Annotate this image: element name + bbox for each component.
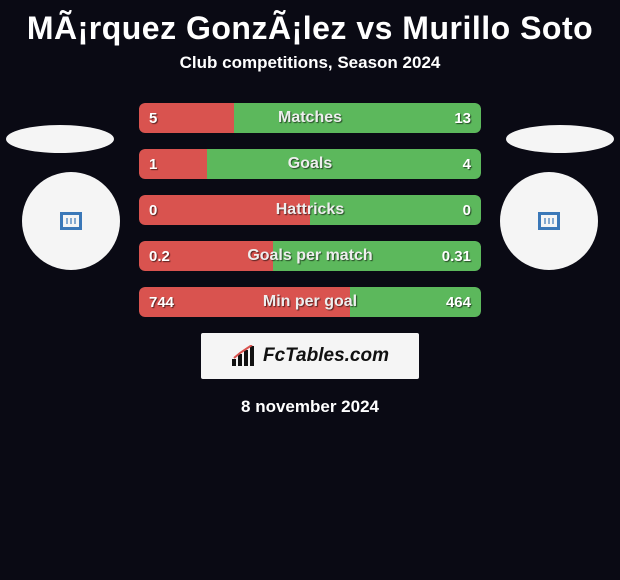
stat-row: 0.20.31Goals per match [139, 241, 481, 271]
placeholder-icon [60, 212, 82, 230]
stat-metric: Goals per match [139, 241, 481, 271]
date-label: 8 november 2024 [0, 397, 620, 417]
stat-row: 513Matches [139, 103, 481, 133]
placeholder-icon [538, 212, 560, 230]
page-subtitle: Club competitions, Season 2024 [0, 53, 620, 73]
brand-name: FcTables.com [263, 345, 389, 367]
stat-row: 14Goals [139, 149, 481, 179]
page-title: MÃ¡rquez GonzÃ¡lez vs Murillo Soto [0, 0, 620, 53]
stat-row: 744464Min per goal [139, 287, 481, 317]
stat-metric: Matches [139, 103, 481, 133]
stat-row: 00Hattricks [139, 195, 481, 225]
stat-metric: Hattricks [139, 195, 481, 225]
stat-metric: Min per goal [139, 287, 481, 317]
player-left-ellipse [6, 125, 114, 153]
player-right-ellipse [506, 125, 614, 153]
brand-box: FcTables.com [201, 333, 419, 379]
chart-icon [231, 345, 257, 367]
player-left-badge [22, 172, 120, 270]
stat-metric: Goals [139, 149, 481, 179]
player-right-badge [500, 172, 598, 270]
stats-container: 513Matches 14Goals 00Hattricks 0.20.31Goals… [139, 103, 481, 317]
